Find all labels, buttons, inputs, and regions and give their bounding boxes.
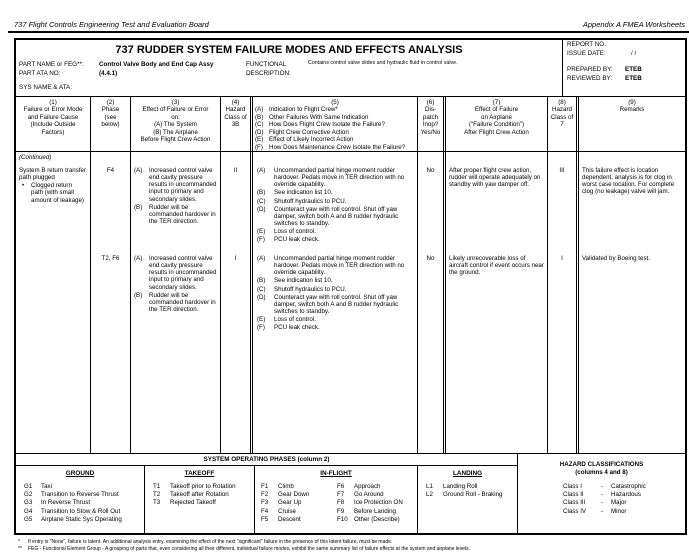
col-dispatch: No No <box>417 152 443 453</box>
phases-bar-title: SYSTEM OPERATING PHASES (column 2) <box>16 454 517 466</box>
system-operating-phases: SYSTEM OPERATING PHASES (column 2) GROUN… <box>16 454 517 533</box>
part-name-label: PART NAME or FEG**: <box>19 61 84 68</box>
page-header-left: 737 Flight Controls Engineering Test and… <box>14 20 209 29</box>
bullet-mark: • <box>22 182 25 190</box>
column-number: (4) <box>231 99 240 106</box>
col-phase: F4 T2, F6 <box>90 152 130 453</box>
effect-after-cell: Likely unrecoverable loss of aircraft co… <box>449 255 544 277</box>
legend-section: SYSTEM OPERATING PHASES (column 2) GROUN… <box>16 453 685 533</box>
col-effect-after: After proper flight crew action, rudder … <box>443 152 547 453</box>
indication-cell: (A) Uncommanded partial hinge moment rudd… <box>257 167 405 244</box>
column-header-2: (2) Phase (see below) <box>90 97 130 151</box>
functional-description-label-1: FUNCTIONAL <box>246 61 287 68</box>
col-indications: (A) Uncommanded partial hinge moment rudd… <box>250 152 417 453</box>
page-header-right: Appendix A FMEA Worksheets <box>582 20 685 29</box>
indication-cell: (A) Uncommanded partial hinge moment rudd… <box>257 255 405 332</box>
table-body: (Continued) System B return transfer pat… <box>16 152 685 453</box>
issue-date-value: / / <box>631 50 637 57</box>
effect-cell: (A) Increased control valve end cavity pr… <box>134 167 217 225</box>
prepared-by-value: ETEB <box>625 66 642 73</box>
effect-after-cell: After proper flight crew action, rudder … <box>449 167 541 189</box>
col-remarks: This failure effect is location dependen… <box>576 152 685 453</box>
report-box: REPORT NO. ISSUE DATE: / / PREPARED BY: … <box>562 40 685 96</box>
phase-cell: F4 <box>106 167 115 174</box>
prepared-by-label: PREPARED BY: <box>567 66 613 73</box>
col-failure-mode: (Continued) System B return transfer pat… <box>16 152 90 453</box>
col-hazard-3b: II I <box>220 152 250 453</box>
col-hazard-7: III I <box>547 152 576 453</box>
phases-takeoff: TAKEOFF T1 Takeoff prior to Rotation T2 Ta… <box>144 466 254 533</box>
column-number: (7) <box>492 99 501 106</box>
column-header-4: (4) Hazard Class of 3B <box>220 97 250 151</box>
column-header-3: (3) Effect of Failure or Error on: (A) T… <box>130 97 220 151</box>
column-header-7: (7) Effect of Failure on Airplane ("Fail… <box>443 97 547 151</box>
worksheet-title: 737 RUDDER SYSTEM FAILURE MODES AND EFFE… <box>115 44 463 56</box>
part-ata-value: (4.4.1) <box>99 70 118 77</box>
fmea-worksheet-table: 737 RUDDER SYSTEM FAILURE MODES AND EFFE… <box>14 38 687 535</box>
part-ata-label: PART ATA NO: <box>19 70 61 77</box>
column-number: (1) <box>49 99 57 106</box>
phases-inflight: IN-FLIGHT F1 Climb F2 Gear Down F3 Gear Up … <box>254 466 417 533</box>
hazard-classifications: HAZARD CLASSIFICATIONS (columns 4 and 8)… <box>517 454 685 533</box>
dispatch-cell: No <box>426 167 435 174</box>
report-no-label: REPORT NO. <box>567 41 606 48</box>
issue-date-label: ISSUE DATE: <box>567 50 606 57</box>
column-number: (9) <box>628 99 636 106</box>
column-number: (3) <box>171 99 180 106</box>
sys-name-label: SYS NAME & ATA: <box>19 84 72 91</box>
column-number: (8) <box>558 99 566 106</box>
phases-landing: LANDING L1 Landing Roll L2 Ground Roll - B… <box>417 466 517 533</box>
functional-description-value: Contains control valve slides and hydrau… <box>308 60 458 66</box>
phases-ground: GROUND G1 Taxi G2 Transition to Reverse Th… <box>24 470 122 524</box>
column-number: (2) <box>106 99 115 106</box>
footnote-1: * If entry is "None", failure is latent.… <box>18 539 393 545</box>
page-header: 737 Flight Controls Engineering Test and… <box>14 20 685 29</box>
remarks-cell: Validated by Boeing test. <box>582 255 650 262</box>
hazard-class-cell: III <box>559 167 565 174</box>
header-rule <box>8 31 689 33</box>
column-header-5: (5) (A) Indication to Flight Crew* (B) Oth… <box>250 97 417 151</box>
failure-mode-cell: System B return transfer path plugged • … <box>19 167 87 204</box>
column-number: (6) <box>426 99 435 106</box>
col-effect-before: (A) Increased control valve end cavity pr… <box>130 152 220 453</box>
title-block: 737 RUDDER SYSTEM FAILURE MODES AND EFFE… <box>16 40 685 97</box>
hazard-class-cell: I <box>561 255 563 262</box>
column-header-9: (9) Remarks <box>576 97 685 151</box>
part-name-value: Control Valve Body and End Cap Assy <box>99 61 214 68</box>
hazard-class-cell: I <box>234 255 237 262</box>
footnotes: * If entry is "None", failure is latent.… <box>18 539 683 553</box>
dispatch-cell: No <box>426 255 435 262</box>
column-number: (5) <box>331 99 339 106</box>
reviewed-by-value: ETEB <box>625 75 642 82</box>
reviewed-by-label: REVIEWED BY: <box>567 75 613 82</box>
title-block-left: 737 RUDDER SYSTEM FAILURE MODES AND EFFE… <box>16 40 562 96</box>
effect-cell: (A) Increased control valve end cavity pr… <box>134 255 217 313</box>
phase-cell: T2, F6 <box>101 255 120 262</box>
hazard-class-cell: II <box>233 167 238 174</box>
continued-note: (Continued) <box>19 154 52 161</box>
column-header-1: (1) Failure or Error Mode and Failure Ca… <box>16 97 90 151</box>
column-header-8: (8) Hazard Class of 7 <box>547 97 576 151</box>
footnote-2: ** FEG - Functional Element Group - A gr… <box>18 545 470 552</box>
functional-description-label-2: DESCRIPTION: <box>246 70 291 77</box>
column-header-6: (6) Dis- patch Inop? Yes/No <box>417 97 443 151</box>
column-header-row: (1) Failure or Error Mode and Failure Ca… <box>16 97 685 152</box>
remarks-cell: This failure effect is location dependen… <box>582 167 675 196</box>
